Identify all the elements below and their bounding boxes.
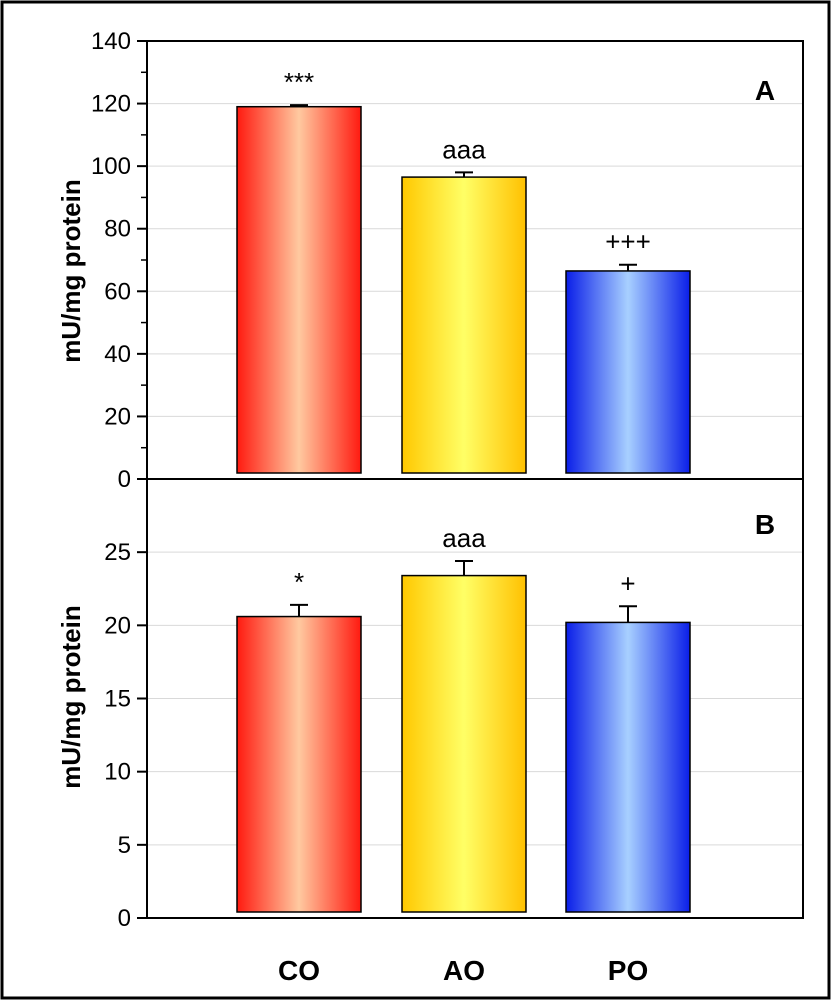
panel-a-annotation-co: *** [284,67,314,97]
panel-b-y-tick-label: 25 [104,539,131,566]
panel-a-y-tick-label: 20 [104,403,131,430]
panel-b-annotation-po: + [620,568,635,598]
category-label-ao: AO [443,955,485,986]
panel-a: 0 20 40 60 80 100 120 140 *** aaa +++ A mU/mg pro… [56,28,803,493]
panel-b-bar-po [565,621,691,913]
panel-b-bars [236,559,691,913]
panel-b-y-tick-label: 20 [104,612,131,639]
panel-b-y-tick-label: 15 [104,686,131,713]
panel-b-annotations: * aaa + [294,523,636,598]
panel-b-bar-co [236,615,362,913]
panel-b-y-tick-label: 10 [104,759,131,786]
panel-b-annotation-ao: aaa [442,523,486,553]
panel-b-y-tick-label: 0 [118,905,131,932]
panel-a-bar-po [565,270,691,474]
panel-a-y-tick-label: 120 [91,91,131,118]
panel-a-y-axis-label: mU/mg protein [56,179,86,362]
panel-a-y-tick-label: 80 [104,216,131,243]
panel-a-y-tick-label: 100 [91,153,131,180]
panel-b-annotation-co: * [294,567,304,597]
panel-b-label: B [755,509,775,540]
category-label-co: CO [278,955,320,986]
panel-b-y-axis-label: mU/mg protein [56,605,86,788]
panel-b-frame [146,478,804,919]
panel-b-bar-ao [401,574,527,913]
panel-b: 0 5 10 15 20 25 * aaa + B mU/mg protein [56,509,803,932]
panel-a-annotation-po: +++ [605,227,651,257]
panel-b-y-tick-label: 5 [118,832,131,859]
panel-a-bars [236,104,691,474]
panel-a-bar-co [236,105,362,474]
panel-a-annotations: *** aaa +++ [284,67,651,257]
panel-a-y-tick-label: 40 [104,341,131,368]
category-label-po: PO [608,955,648,986]
category-labels: CO AO PO [278,955,648,986]
panel-a-bar-ao [401,176,527,474]
panel-b-y-axis: 0 5 10 15 20 25 [104,539,147,932]
panel-a-y-tick-label: 60 [104,278,131,305]
panel-a-annotation-ao: aaa [442,134,486,164]
panel-a-y-tick-label: 140 [91,28,131,55]
panel-a-y-tick-label: 0 [118,466,131,493]
panel-a-label: A [755,75,775,106]
panel-a-y-axis: 0 20 40 60 80 100 120 140 [91,28,147,493]
